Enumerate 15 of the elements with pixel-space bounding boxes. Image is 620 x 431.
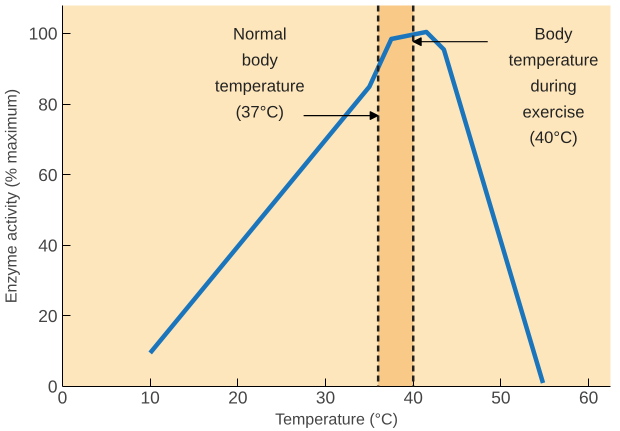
y-tick-label: 60	[38, 164, 58, 185]
y-axis-title: Enzyme activity (% maximum)	[4, 88, 21, 304]
y-tick-label: 40	[38, 235, 58, 256]
y-tick-label: 20	[38, 306, 58, 326]
ref-line-label: Body temperature during exercise (40°C)	[508, 24, 598, 148]
y-tick-label: 100	[28, 24, 58, 44]
x-tick-label: 30	[316, 388, 336, 408]
x-tick-label: 10	[140, 388, 160, 408]
x-tick-label: 20	[228, 388, 248, 408]
x-axis-title: Temperature (°C)	[275, 412, 398, 428]
x-tick-label: 40	[404, 388, 423, 408]
y-tick-label: 80	[38, 94, 58, 114]
x-tick-label: 50	[491, 388, 511, 408]
x-tick-label: 60	[578, 388, 598, 408]
ref-line-label: Normal body temperature (37°C)	[214, 24, 305, 122]
